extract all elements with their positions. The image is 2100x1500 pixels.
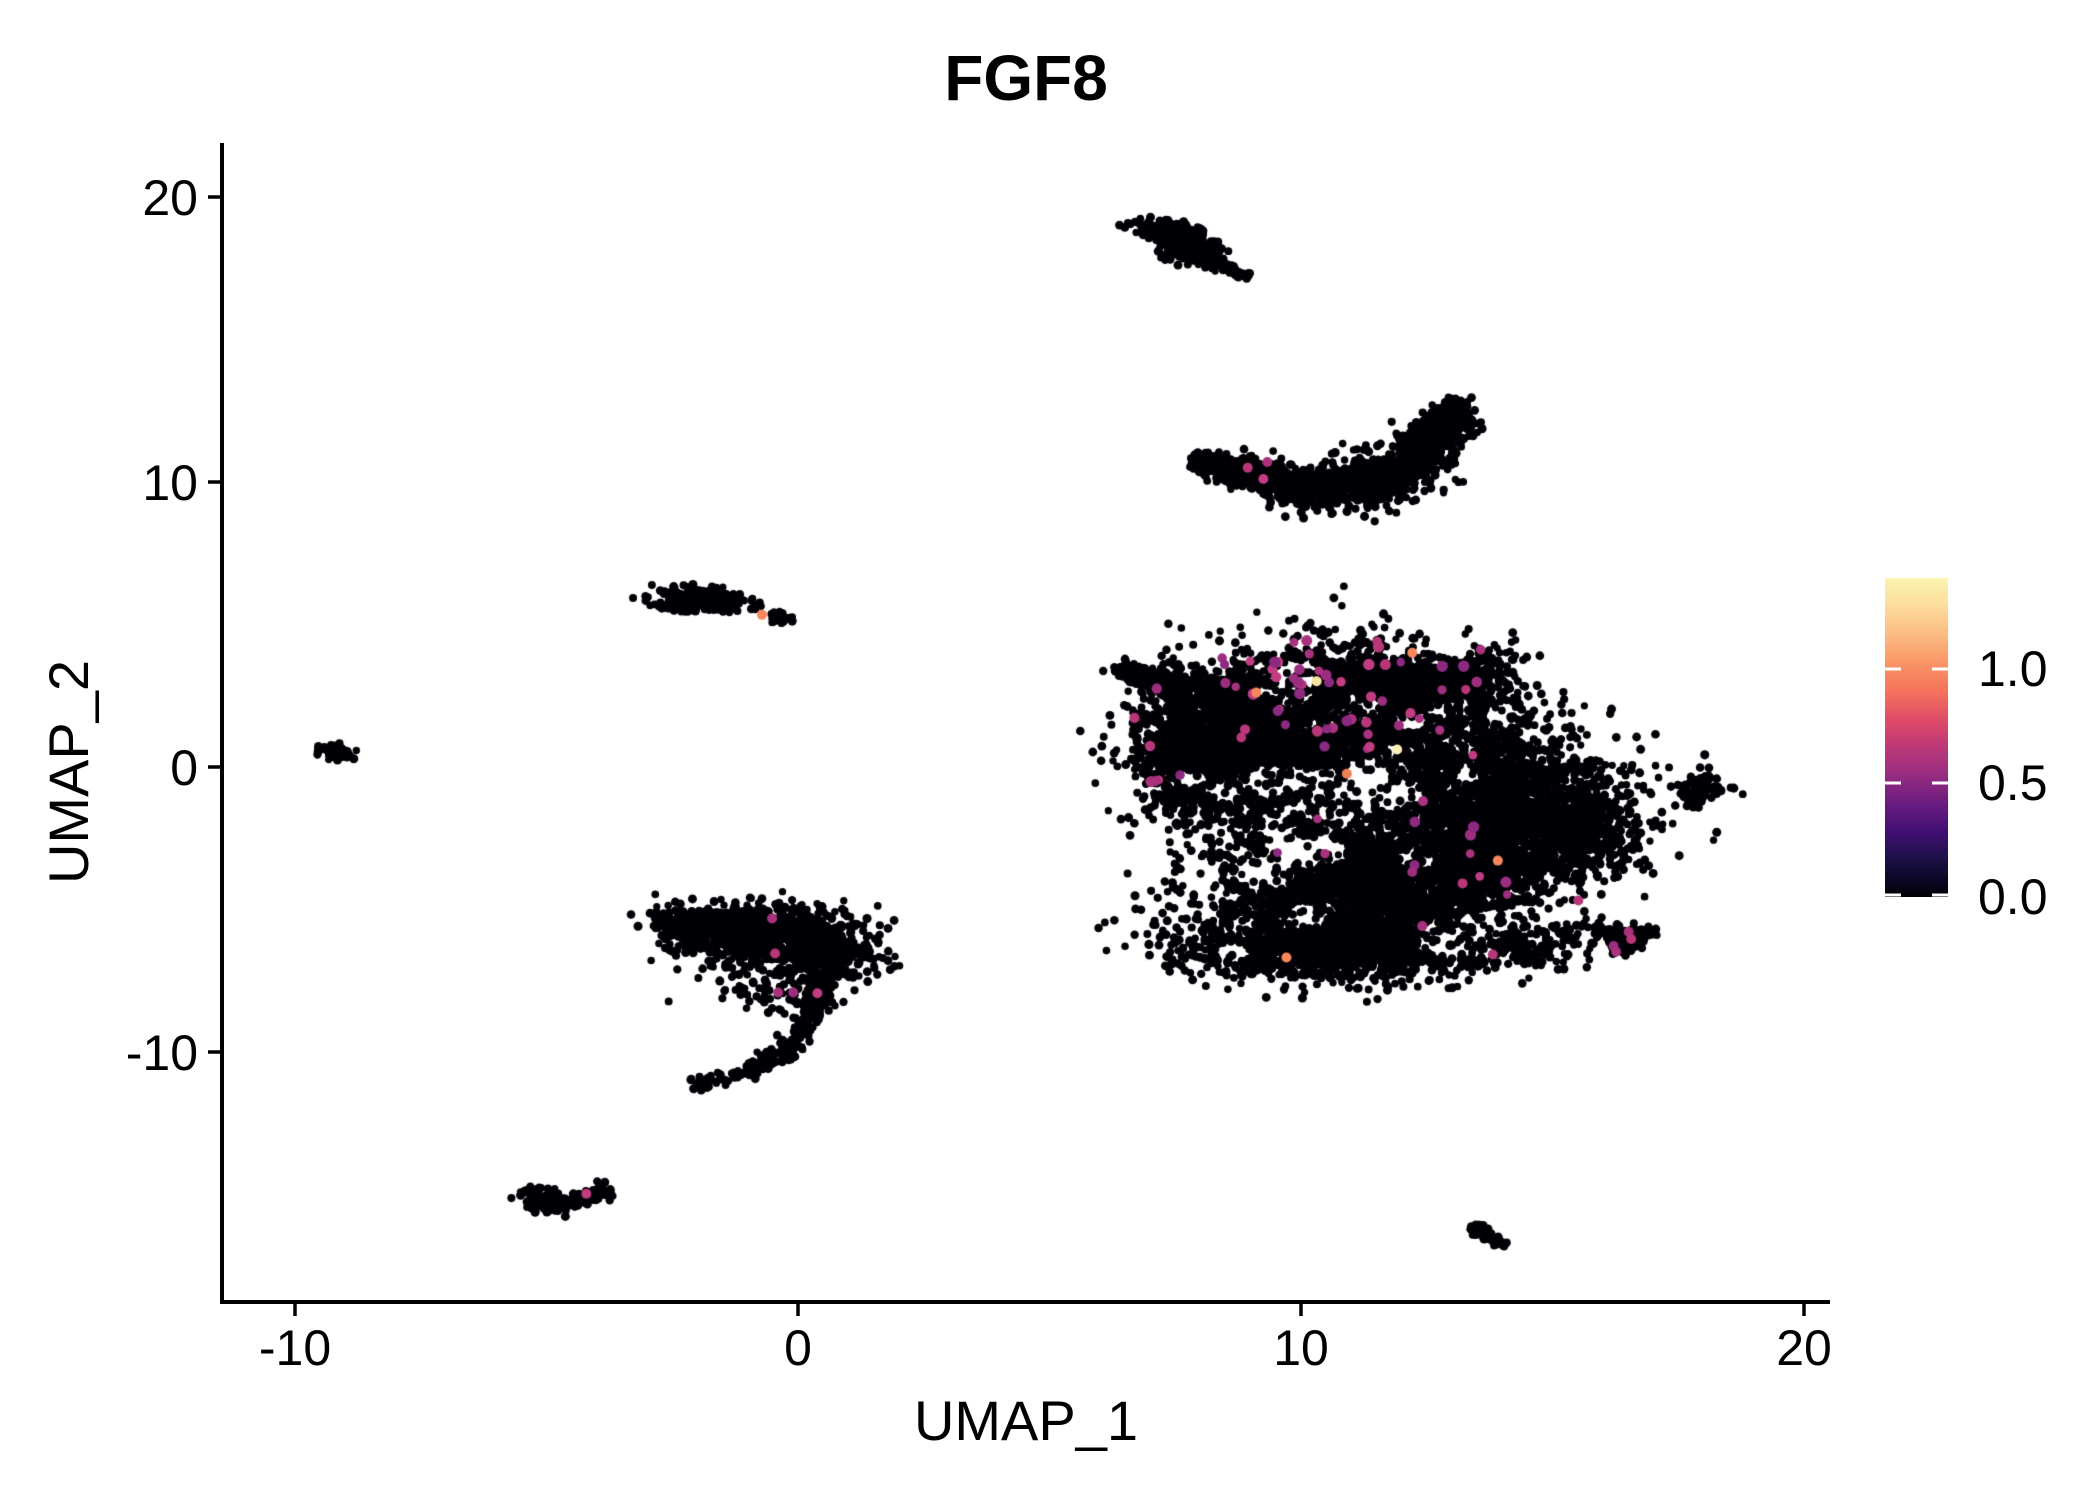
colorbar: 1.0 0.5 0.0 [1885,578,2048,925]
colorbar-tick-marks [1885,667,1948,897]
y-tick-label: 20 [142,170,198,226]
y-tick-label: -10 [126,1025,198,1081]
y-tick-label: 10 [142,455,198,511]
x-tick-label: 0 [784,1320,812,1376]
colorbar-tick-label: 0.0 [1978,869,2048,925]
y-axis-ticks [208,195,222,1054]
x-axis-ticks [293,1302,1806,1316]
x-axis-label: UMAP_1 [914,1389,1138,1452]
x-tick-label: -10 [259,1320,331,1376]
x-tick-label: 10 [1273,1320,1329,1376]
y-axis-label: UMAP_2 [37,660,100,884]
plot-title: FGF8 [944,42,1108,114]
colorbar-gradient [1885,578,1948,897]
y-tick-label: 0 [170,740,198,796]
colorbar-tick-label: 1.0 [1978,641,2048,697]
colorbar-tick-label: 0.5 [1978,755,2048,811]
x-tick-label: 20 [1776,1320,1832,1376]
